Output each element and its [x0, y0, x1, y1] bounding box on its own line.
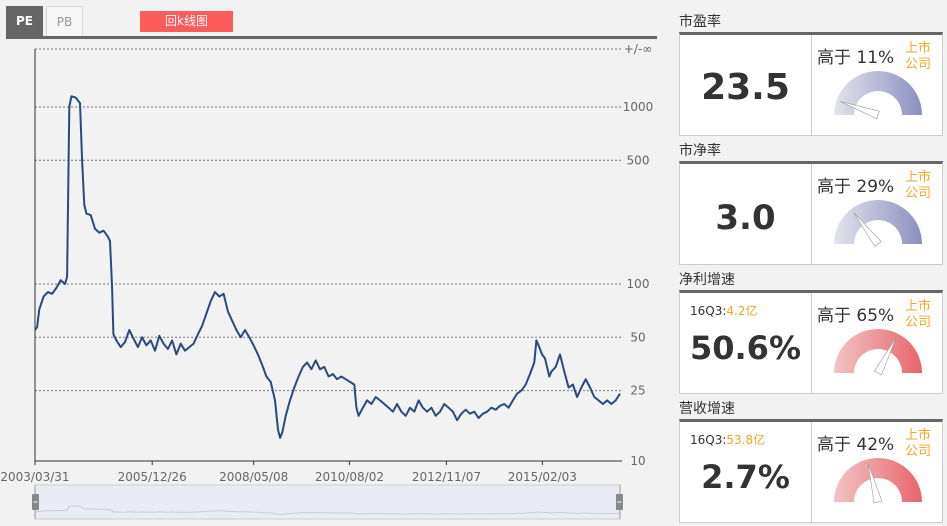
- y-tick-label: 10: [630, 454, 645, 468]
- x-tick-label: 2010/08/02: [315, 470, 384, 484]
- card-divider: [811, 422, 812, 522]
- y-tick-label: 500: [627, 153, 650, 167]
- gauge-needle: [840, 101, 880, 120]
- pe-chart: +/-∞ 1000 500 100 50 25 10 2003/03/31 2005/12/2…: [0, 42, 654, 520]
- slider-right-handle[interactable]: [616, 494, 623, 510]
- x-tick-label: 2005/12/26: [118, 470, 187, 484]
- card-divider: [811, 35, 812, 135]
- y-axis-labels: +/-∞ 1000 500 100 50 25 10: [623, 42, 654, 468]
- x-tick-label: 2003/03/31: [0, 470, 69, 484]
- chart-grid: [35, 48, 622, 392]
- y-tick-label: 25: [630, 384, 645, 398]
- metric-card-profit-growth: 16Q3:4.2亿 50.6% 高于 65% 上市公司: [679, 290, 943, 394]
- metric-card-pb: 3.0 高于 29% 上市公司: [679, 161, 943, 265]
- quarter-revenue: 16Q3:53.8亿: [690, 433, 766, 447]
- y-tick-label: 50: [630, 330, 645, 344]
- metric-value: 2.7%: [701, 458, 790, 496]
- percentile-text: 高于 11%: [817, 48, 895, 68]
- slider-left-handle[interactable]: [32, 494, 39, 510]
- listed-company-label: 上市公司: [905, 299, 932, 330]
- metric-title-profit-growth: 净利增速: [679, 272, 735, 288]
- metric-value: 3.0: [715, 198, 776, 238]
- gauge-needle: [853, 212, 882, 247]
- y-tick-label: 1000: [623, 100, 654, 114]
- gauge-needle: [867, 463, 883, 504]
- pe-series-line: [34, 95, 621, 439]
- listed-company-label: 上市公司: [905, 41, 932, 72]
- x-tick-label: 2015/02/03: [508, 470, 577, 484]
- metric-title-pb: 市净率: [679, 143, 721, 159]
- listed-company-label: 上市公司: [905, 428, 932, 459]
- tab-pb[interactable]: PB: [46, 6, 83, 36]
- metric-value: 23.5: [701, 67, 790, 108]
- gauge-icon: [834, 458, 922, 504]
- percentile-text: 高于 42%: [817, 435, 895, 455]
- card-divider: [811, 293, 812, 393]
- metric-card-revenue-growth: 16Q3:53.8亿 2.7% 高于 42% 上市公司: [679, 419, 943, 523]
- quarter-profit: 16Q3:4.2亿: [690, 304, 758, 318]
- x-tick-label: 2012/11/07: [412, 470, 481, 484]
- slider-preview-line: [34, 505, 621, 515]
- card-divider: [811, 164, 812, 264]
- slider-track[interactable]: [34, 484, 621, 520]
- gauge-icon: [834, 329, 922, 376]
- y-tick-label: 100: [627, 277, 650, 291]
- x-axis-labels: 2003/03/31 2005/12/26 2008/05/08 2010/08/02…: [0, 461, 577, 484]
- percentile-text: 高于 65%: [817, 306, 895, 326]
- metric-value: 50.6%: [689, 329, 801, 367]
- back-to-kline-button[interactable]: 回k线图: [140, 11, 233, 32]
- metric-title-pe: 市盈率: [679, 14, 721, 30]
- x-tick-label: 2008/05/08: [219, 470, 288, 484]
- tab-underline: [6, 36, 657, 39]
- tab-bar: PE PB: [6, 6, 657, 39]
- gauge-icon: [834, 200, 922, 247]
- gauge-needle: [874, 337, 897, 376]
- listed-company-label: 上市公司: [905, 170, 932, 201]
- y-tick-label: +/-∞: [624, 42, 652, 56]
- tab-pe[interactable]: PE: [6, 6, 43, 36]
- metric-card-pe: 23.5 高于 11% 上市公司: [679, 32, 943, 136]
- metric-title-revenue-growth: 营收增速: [679, 401, 735, 417]
- range-slider[interactable]: [32, 484, 623, 520]
- percentile-text: 高于 29%: [817, 177, 895, 197]
- gauge-icon: [834, 71, 922, 120]
